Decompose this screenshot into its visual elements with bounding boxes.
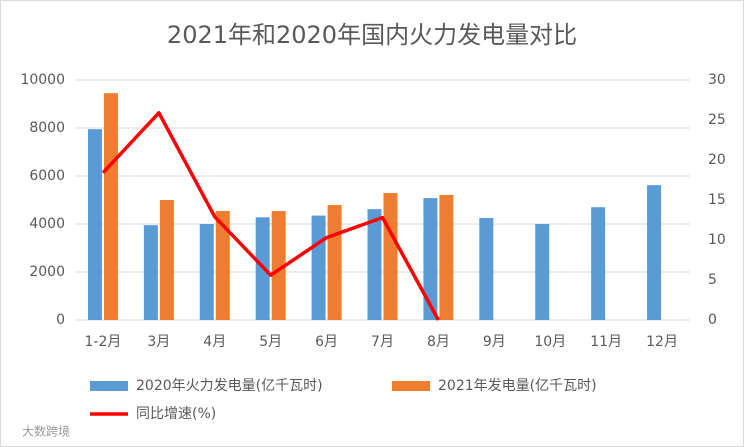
bar — [647, 185, 662, 320]
bar — [159, 200, 174, 320]
bar — [439, 194, 454, 320]
bar — [591, 207, 606, 320]
y-tick-label: 2000 — [29, 264, 65, 280]
x-tick-label: 1-2月 — [85, 334, 122, 350]
x-tick-label: 8月 — [427, 334, 450, 350]
y2-tick-label: 25 — [708, 112, 726, 128]
bar — [199, 224, 214, 320]
x-tick-label: 7月 — [371, 334, 394, 350]
bar — [383, 193, 398, 320]
bar — [103, 93, 118, 320]
y-tick-label: 4000 — [29, 216, 65, 232]
chart-title: 2021年和2020年国内火力发电量对比 — [167, 21, 577, 49]
legend-swatch — [90, 381, 128, 391]
y-tick-label: 0 — [56, 312, 65, 328]
x-tick-label: 10月 — [534, 334, 566, 350]
bar — [87, 129, 102, 320]
y2-tick-label: 30 — [708, 72, 726, 88]
legend-label: 2020年火力发电量(亿千瓦时) — [136, 378, 323, 394]
bar — [271, 211, 286, 320]
x-tick-label: 6月 — [315, 334, 338, 350]
y-tick-label: 8000 — [29, 120, 65, 136]
bar — [479, 218, 494, 320]
y2-tick-label: 5 — [708, 272, 717, 288]
bar — [327, 205, 342, 320]
bar — [215, 211, 230, 320]
line-series — [101, 111, 440, 321]
legend-label: 同比增速(%) — [136, 406, 216, 422]
legend-label: 2021年发电量(亿千瓦时) — [438, 378, 597, 394]
bar — [143, 225, 158, 320]
y2-tick-label: 15 — [708, 192, 726, 208]
y-tick-label: 10000 — [20, 72, 65, 88]
x-tick-label: 11月 — [590, 334, 622, 350]
x-tick-label: 3月 — [147, 334, 170, 350]
bar — [423, 198, 438, 320]
bar — [367, 209, 382, 320]
y-tick-label: 6000 — [29, 168, 65, 184]
x-tick-label: 9月 — [483, 334, 506, 350]
x-tick-label: 12月 — [646, 334, 678, 350]
y2-tick-label: 10 — [708, 232, 726, 248]
x-tick-label: 4月 — [203, 334, 226, 350]
bar — [311, 215, 326, 320]
bar — [535, 224, 550, 320]
legend-swatch — [392, 381, 430, 391]
x-tick-label: 5月 — [259, 334, 282, 350]
y2-tick-label: 0 — [708, 312, 717, 328]
watermark: 大数跨境 — [22, 424, 70, 439]
y2-tick-label: 20 — [708, 152, 726, 168]
